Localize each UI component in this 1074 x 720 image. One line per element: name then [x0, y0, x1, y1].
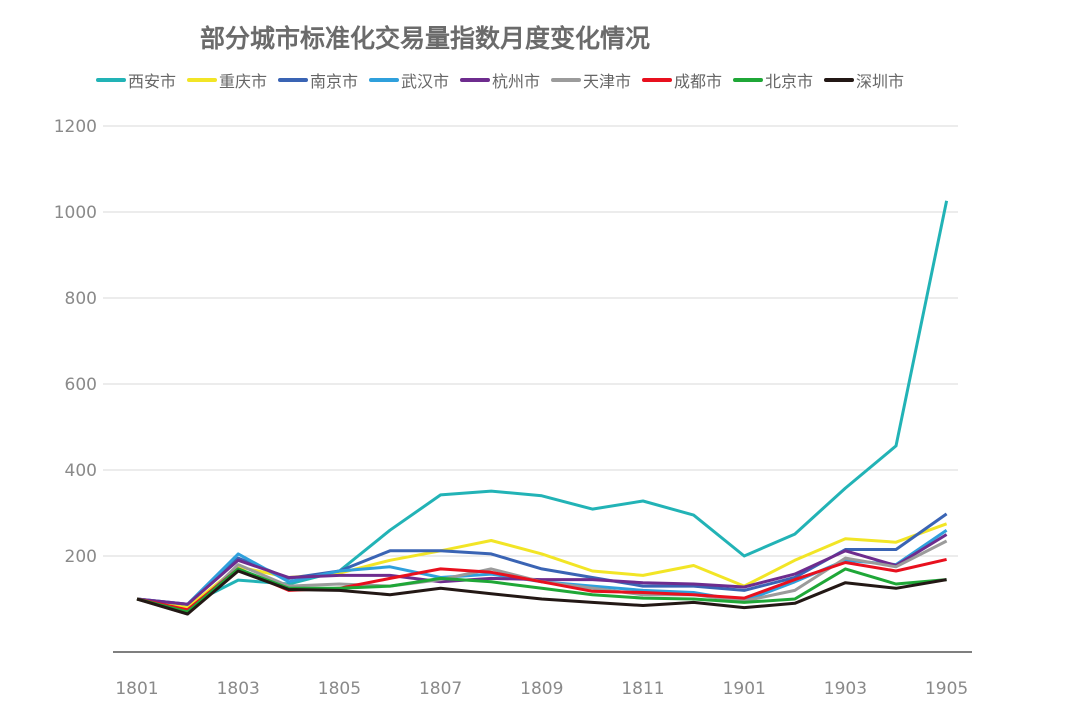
y-axis: 200 400 600 800 1000 1200 [54, 117, 97, 567]
x-tick-label: 1901 [723, 679, 766, 699]
legend-label: 武汉市 [401, 72, 449, 91]
x-tick-label: 1801 [115, 679, 158, 699]
x-tick-label: 1803 [217, 679, 260, 699]
gridlines [103, 125, 958, 557]
x-tick-label: 1805 [318, 679, 361, 699]
legend-label: 成都市 [674, 72, 722, 91]
series-lines [136, 200, 949, 616]
x-tick-label: 1903 [824, 679, 867, 699]
legend-item: 南京市 [278, 72, 358, 91]
legend-item: 重庆市 [187, 72, 267, 91]
legend-swatch [642, 78, 672, 82]
legend-label: 深圳市 [856, 72, 904, 91]
series-line-4 [136, 533, 948, 606]
series-line-0 [136, 200, 949, 607]
legend-label: 天津市 [583, 72, 631, 91]
legend: 西安市 重庆市 南京市 武汉市 杭州市 天津市 成都市 北京市 深圳市 [96, 72, 904, 91]
y-tick-label: 800 [65, 289, 97, 309]
legend-swatch [824, 78, 854, 82]
legend-item: 天津市 [551, 72, 631, 91]
legend-swatch [551, 78, 581, 82]
legend-swatch [96, 78, 126, 82]
x-tick-label: 1905 [925, 679, 968, 699]
legend-item: 北京市 [733, 72, 813, 91]
y-tick-label: 400 [65, 461, 97, 481]
legend-swatch [187, 78, 217, 82]
legend-label: 南京市 [310, 72, 358, 91]
y-tick-label: 1200 [54, 117, 97, 137]
legend-swatch [460, 78, 490, 82]
x-tick-label: 1811 [621, 679, 664, 699]
legend-item: 西安市 [96, 72, 176, 91]
x-axis: 1801 1803 1805 1807 1809 1811 1901 1903 1905 [115, 679, 968, 699]
legend-item: 成都市 [642, 72, 722, 91]
legend-label: 北京市 [765, 72, 813, 91]
y-tick-label: 200 [65, 547, 97, 567]
legend-label: 重庆市 [219, 72, 267, 91]
legend-item: 杭州市 [460, 72, 540, 91]
legend-label: 西安市 [128, 72, 176, 91]
x-tick-label: 1807 [419, 679, 462, 699]
series-line-8 [136, 569, 947, 616]
chart-title: 部分城市标准化交易量指数月度变化情况 [200, 24, 650, 53]
x-tick-label: 1809 [520, 679, 563, 699]
legend-label: 杭州市 [492, 72, 540, 91]
legend-swatch [733, 78, 763, 82]
legend-swatch [369, 78, 399, 82]
legend-item: 武汉市 [369, 72, 449, 91]
legend-swatch [278, 78, 308, 82]
legend-item: 深圳市 [824, 72, 904, 91]
y-tick-label: 600 [65, 375, 97, 395]
y-tick-label: 1000 [54, 203, 97, 223]
